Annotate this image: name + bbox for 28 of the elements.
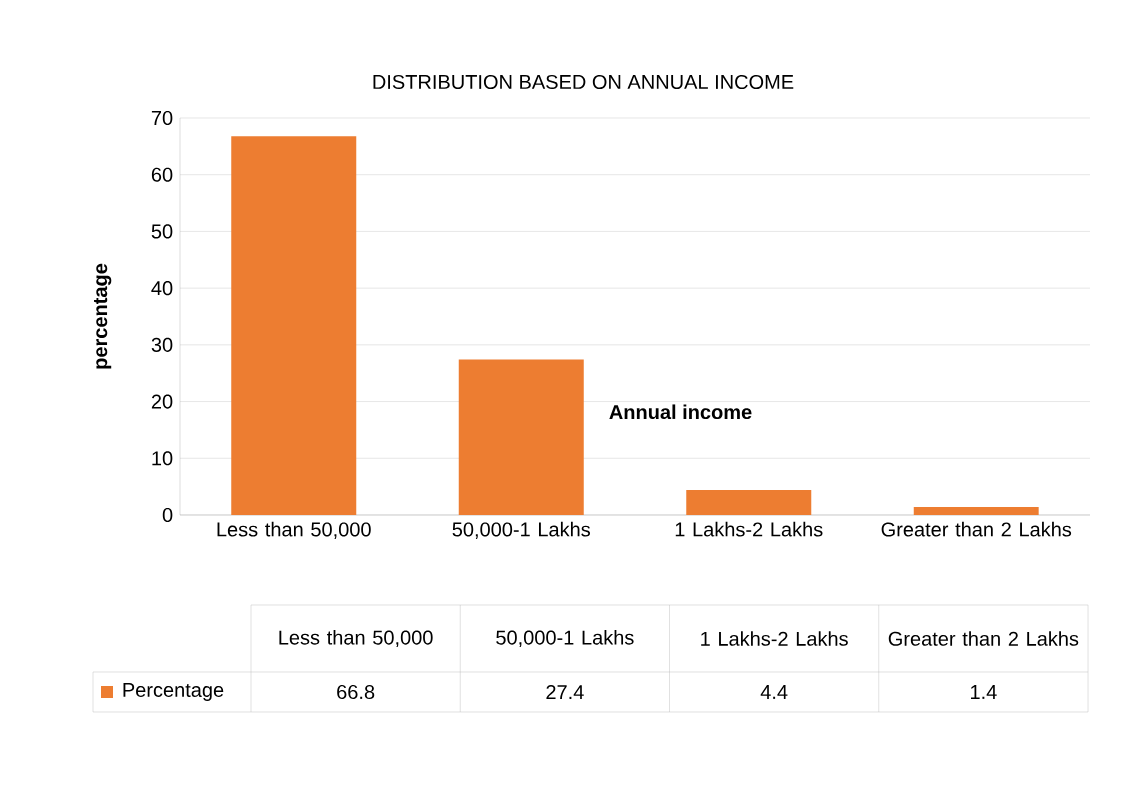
y-tick-label: 30 (151, 337, 173, 352)
category-label: 50,000-1 Lakhs (496, 629, 634, 648)
data-label: 4.4 (760, 685, 788, 699)
y-tick-label: 10 (152, 451, 173, 466)
y-tick-label: 50 (151, 224, 173, 239)
y-axis-title: percentage (94, 263, 112, 369)
bar (231, 136, 357, 515)
x-tick-label: Greater than 2 Lakhs (881, 521, 1072, 537)
y-tick-label: 20 (151, 394, 173, 409)
bar (686, 490, 812, 515)
y-tick-label: 40 (151, 281, 173, 296)
x-tick-label: Less than 50,000 (217, 521, 371, 539)
category-label: Less than 50,000 (279, 629, 433, 648)
y-tick-label: 60 (151, 167, 173, 182)
bar (458, 359, 584, 515)
chart-title: DISTRIBUTION BASED ON ANNUAL INCOME (373, 74, 794, 90)
category-label: 1 Lakhs-2 Lakhs (701, 631, 848, 646)
data-label: 1.4 (971, 685, 997, 699)
y-tick-label: 70 (151, 110, 173, 126)
y-tick-label: 0 (162, 507, 173, 523)
bar (913, 507, 1039, 515)
legend-label: Percentage (123, 683, 224, 701)
x-tick-label: 1 Lakhs-2 Lakhs (675, 521, 823, 537)
data-label: 66.8 (337, 684, 375, 700)
data-label: 27.4 (546, 685, 584, 699)
category-label: Greater than 2 Lakhs (888, 631, 1079, 646)
x-tick-label: 50,000-1 Lakhs (452, 521, 590, 539)
x-axis-title: Annual income (609, 404, 752, 420)
